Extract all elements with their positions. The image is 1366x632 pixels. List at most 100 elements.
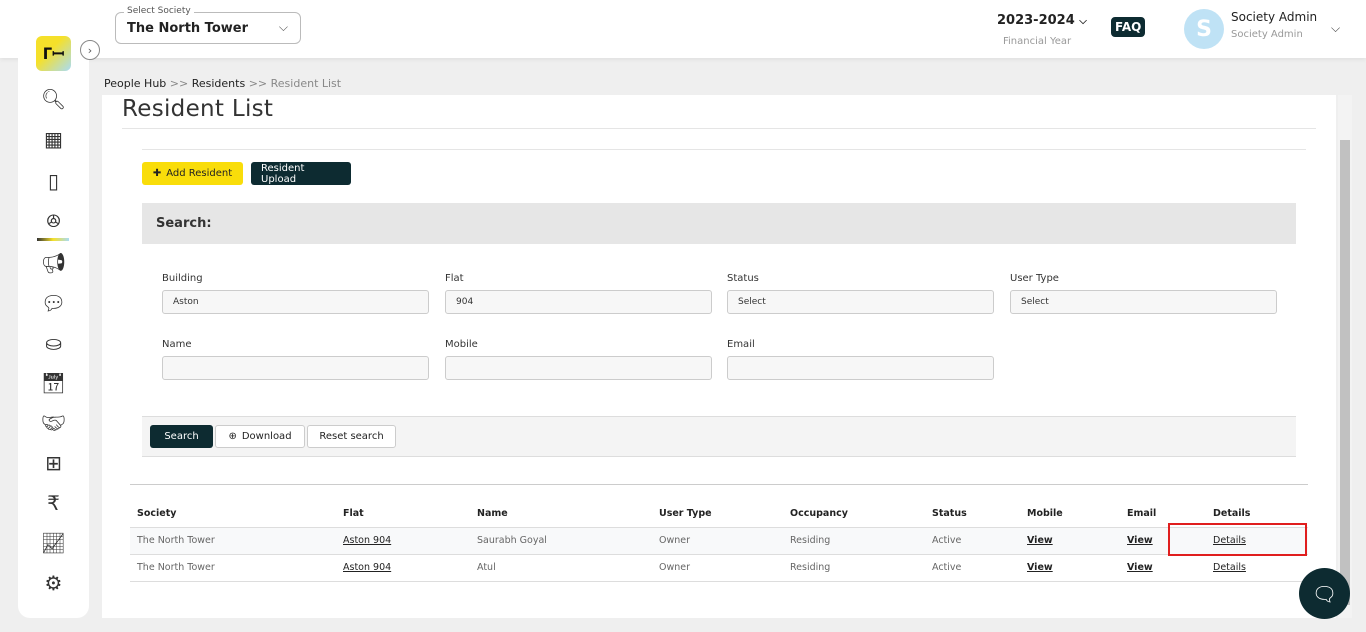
- table-cell: Atul: [470, 554, 652, 582]
- user-menu-chevron-icon[interactable]: ⌵: [1331, 21, 1341, 35]
- email-view-link[interactable]: View: [1127, 535, 1153, 546]
- chat-icon[interactable]: 💬︎: [40, 291, 67, 315]
- name-input[interactable]: [162, 356, 429, 380]
- column-header: Name: [470, 501, 652, 528]
- download-button[interactable]: ⊕ Download: [215, 425, 305, 448]
- mobile-input[interactable]: [445, 356, 712, 380]
- column-header: Mobile: [1020, 501, 1120, 528]
- rupee-icon[interactable]: ₹: [47, 491, 60, 515]
- column-header: User Type: [652, 501, 783, 528]
- society-select[interactable]: Select Society The North Tower ⌵: [115, 6, 301, 44]
- table-cell: Residing: [783, 554, 925, 582]
- building-input[interactable]: Aston: [162, 290, 429, 314]
- column-header: Society: [130, 501, 336, 528]
- society-select-value: The North Tower: [127, 21, 248, 36]
- table-cell: Aston 904: [336, 527, 470, 555]
- gear-icon[interactable]: ⚙: [44, 571, 63, 595]
- table-row: The North Tower Aston 904 Atul Owner Residin…: [130, 554, 1308, 582]
- table-cell: The North Tower: [130, 527, 336, 555]
- chevron-down-icon: ⌵: [278, 20, 288, 34]
- table-cell: View: [1020, 554, 1120, 582]
- mobile-view-link[interactable]: View: [1027, 535, 1053, 546]
- table-cell: Active: [925, 554, 1020, 582]
- breadcrumb: People Hub >> Residents >> Resident List: [104, 77, 341, 90]
- calendar-icon[interactable]: 📅︎: [40, 371, 67, 395]
- table-row: The North Tower Aston 904 Saurabh Goyal Own…: [130, 527, 1308, 555]
- column-header: Status: [925, 501, 1020, 528]
- mobile-label: Mobile: [445, 339, 478, 350]
- details-link[interactable]: Details: [1213, 535, 1246, 546]
- avatar[interactable]: S: [1184, 9, 1224, 49]
- table-cell: View: [1120, 527, 1206, 555]
- column-header: Occupancy: [783, 501, 925, 528]
- table-cell: Active: [925, 527, 1020, 555]
- table-cell: The North Tower: [130, 554, 336, 582]
- scrollbar[interactable]: [1338, 95, 1352, 618]
- faq-button[interactable]: FAQ: [1111, 17, 1146, 37]
- add-resident-button[interactable]: ✚ Add Resident: [142, 162, 243, 185]
- flat-input[interactable]: 904: [445, 290, 712, 314]
- name-label: Name: [162, 339, 192, 350]
- breadcrumb-current: Resident List: [270, 77, 342, 90]
- table-cell: Aston 904: [336, 554, 470, 582]
- table-cell: Saurabh Goyal: [470, 527, 652, 555]
- download-label: Download: [241, 431, 292, 442]
- user-role: Society Admin: [1231, 29, 1303, 40]
- table-cell: Details: [1206, 554, 1308, 582]
- reset-search-button[interactable]: Reset search: [307, 425, 396, 448]
- user-type-select[interactable]: Select: [1010, 290, 1277, 314]
- table-cell: View: [1020, 527, 1120, 555]
- building-icon[interactable]: ▯: [47, 169, 59, 193]
- sidebar-toggle-icon[interactable]: ›: [80, 40, 100, 60]
- add-resident-label: Add Resident: [166, 168, 233, 179]
- breadcrumb-separator: >>: [169, 77, 189, 90]
- chat-icon: 🗨︎: [1311, 581, 1338, 606]
- search-button[interactable]: Search: [150, 425, 213, 448]
- top-header: Select Society The North Tower ⌵ 2023-20…: [0, 0, 1366, 58]
- chat-support-button[interactable]: 🗨︎: [1299, 568, 1350, 619]
- chevron-down-icon: ⌵: [1079, 16, 1087, 27]
- divider: [130, 484, 1308, 485]
- financial-year-select[interactable]: 2023-2024 ⌵: [997, 13, 1087, 28]
- report-icon[interactable]: 📈︎: [40, 531, 67, 555]
- details-highlight-box: [1168, 523, 1307, 556]
- mobile-view-link[interactable]: View: [1027, 562, 1053, 573]
- status-label: Status: [727, 273, 759, 284]
- breadcrumb-separator: >>: [248, 77, 268, 90]
- table-cell: Details: [1206, 527, 1308, 555]
- financial-year-label: Financial Year: [1003, 36, 1072, 47]
- people-icon[interactable]: ꔮ: [18, 206, 89, 241]
- user-name: Society Admin: [1231, 10, 1318, 24]
- flat-link[interactable]: Aston 904: [343, 562, 392, 573]
- flat-link[interactable]: Aston 904: [343, 535, 392, 546]
- gift-icon[interactable]: ⊞: [45, 451, 62, 475]
- table-header-row: Society Flat Name User Type Occupancy Status M…: [130, 501, 1308, 528]
- search-icon[interactable]: 🔍︎: [40, 87, 67, 111]
- service-icon[interactable]: ⛀: [45, 331, 62, 355]
- download-icon: ⊕: [228, 431, 237, 442]
- breadcrumb-people-hub[interactable]: People Hub: [104, 77, 167, 90]
- financial-year-value: 2023-2024: [997, 13, 1075, 28]
- app-logo[interactable]: ᒥꟷ: [36, 36, 71, 71]
- details-link[interactable]: Details: [1213, 562, 1246, 573]
- scrollbar-thumb[interactable]: [1340, 140, 1350, 605]
- email-input[interactable]: [727, 356, 994, 380]
- megaphone-icon[interactable]: 📢︎: [40, 251, 67, 275]
- residents-table: Society Flat Name User Type Occupancy Status M…: [130, 501, 1308, 582]
- status-select[interactable]: Select: [727, 290, 994, 314]
- sidebar: ᒥꟷ 🔍︎ ▦ ▯ ꔮ 📢︎ 💬︎ ⛀ 📅︎ 🤝︎ ⊞ ₹ 📈︎ ⚙: [18, 14, 89, 618]
- search-actions-bar: Search ⊕ Download Reset search: [142, 416, 1296, 457]
- flat-label: Flat: [445, 273, 464, 284]
- handshake-icon[interactable]: 🤝︎: [40, 411, 67, 435]
- building-label: Building: [162, 273, 203, 284]
- email-label: Email: [727, 339, 755, 350]
- email-view-link[interactable]: View: [1127, 562, 1153, 573]
- table-cell: Owner: [652, 554, 783, 582]
- page-title: Resident List: [122, 96, 274, 122]
- society-select-label: Select Society: [124, 6, 194, 16]
- resident-upload-button[interactable]: Resident Upload: [251, 162, 351, 185]
- dashboard-icon[interactable]: ▦: [44, 127, 63, 151]
- column-header: Flat: [336, 501, 470, 528]
- breadcrumb-residents[interactable]: Residents: [191, 77, 246, 90]
- main-panel: Resident List ✚ Add Resident Resident Upl…: [102, 95, 1336, 618]
